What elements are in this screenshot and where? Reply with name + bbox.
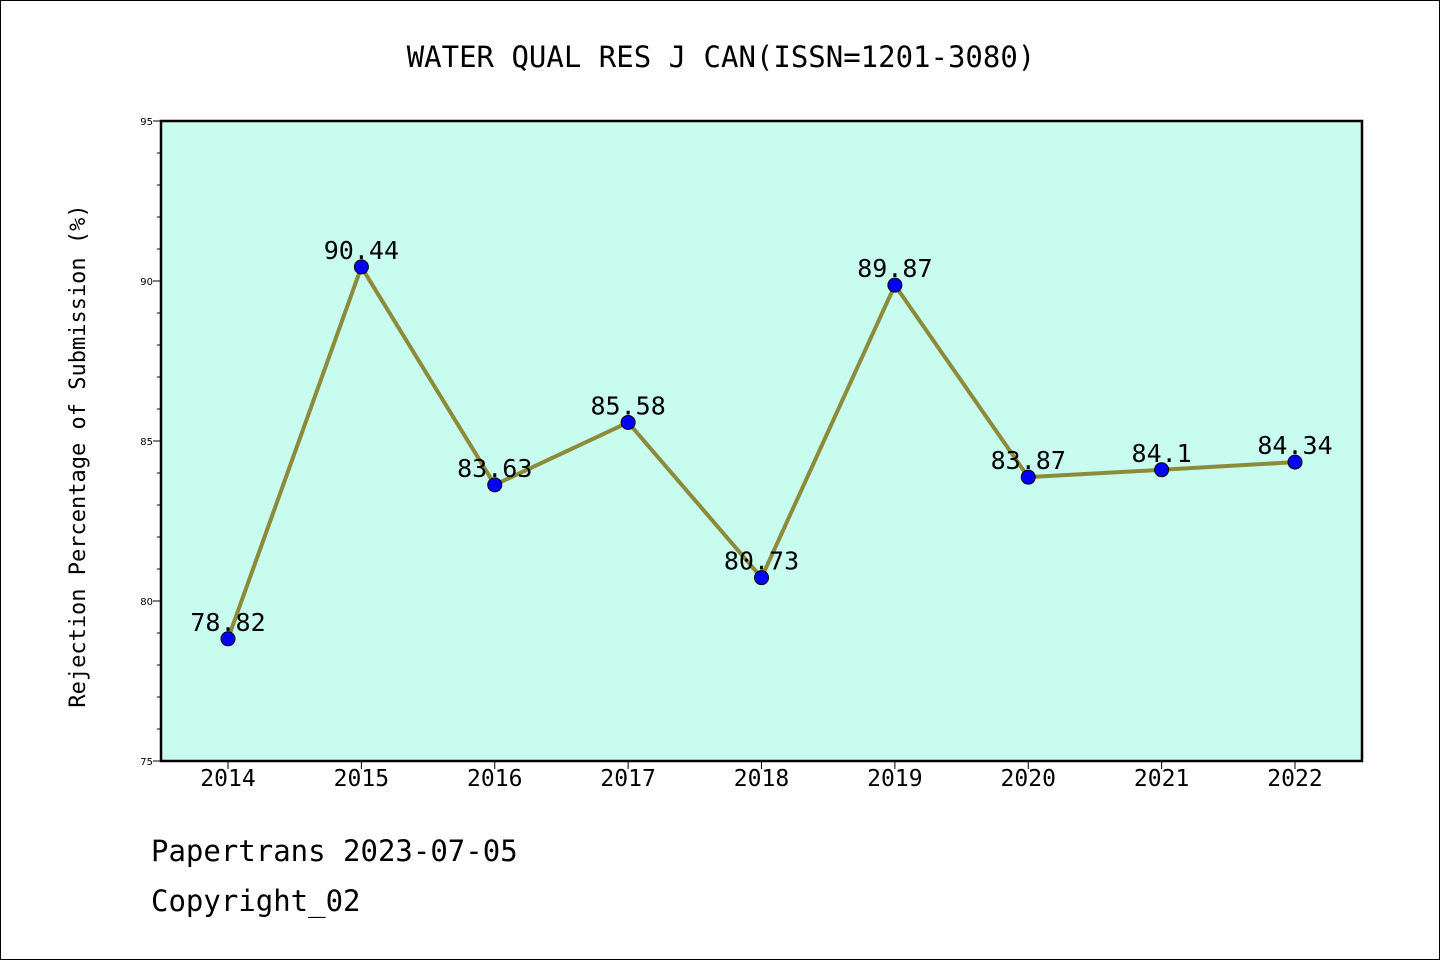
x-tick-label: 2018 (734, 766, 789, 792)
y-axis-label: Rejection Percentage of Submission (%) (66, 204, 91, 707)
data-label: 84.34 (1257, 431, 1332, 460)
plot-area (161, 121, 1362, 761)
data-point (487, 477, 503, 493)
footer-source: Papertrans 2023-07-05 (151, 834, 518, 868)
series-group: 78.82 90.44 83.63 85.58 80.73 89.87 83.87 84.1 8… (190, 236, 1333, 647)
y-tick-label: 95 (140, 117, 153, 128)
x-tick-label: 2021 (1134, 766, 1189, 792)
data-point (1287, 454, 1303, 470)
data-label: 83.87 (991, 446, 1066, 475)
x-tick-label: 2019 (867, 766, 922, 792)
data-label: 84.1 (1132, 439, 1192, 468)
data-label: 83.63 (457, 454, 532, 483)
plot-frame (159, 119, 1364, 763)
data-point (754, 570, 769, 586)
chart-title: WATER QUAL RES J CAN(ISSN=1201-3080) (407, 40, 1036, 74)
data-point (1154, 462, 1170, 478)
y-tick-label: 90 (140, 277, 153, 288)
data-point (1020, 469, 1036, 485)
data-point (353, 259, 369, 275)
data-label: 85.58 (590, 391, 665, 420)
footer-copyright: Copyright_02 (151, 884, 361, 918)
x-tick-label: 2022 (1267, 766, 1322, 792)
data-label: 80.73 (724, 547, 799, 576)
x-tick-label: 2017 (600, 766, 655, 792)
data-label: 89.87 (857, 254, 932, 283)
y-tick-label: 75 (140, 757, 153, 768)
data-label: 90.44 (324, 236, 399, 265)
axes: 75 80 85 90 95 2014 2015 2016 2017 2018 2019 2020 20… (140, 117, 1322, 792)
x-tick-label: 2015 (334, 766, 389, 792)
x-tick-label: 2014 (200, 766, 255, 792)
x-tick-label: 2016 (467, 766, 522, 792)
y-tick-label: 85 (140, 437, 153, 448)
data-point (620, 414, 636, 430)
data-point (220, 631, 236, 647)
x-tick-label: 2020 (1001, 766, 1056, 792)
y-tick-label: 80 (140, 597, 153, 608)
data-point (887, 277, 903, 293)
data-label: 78.82 (190, 608, 265, 637)
